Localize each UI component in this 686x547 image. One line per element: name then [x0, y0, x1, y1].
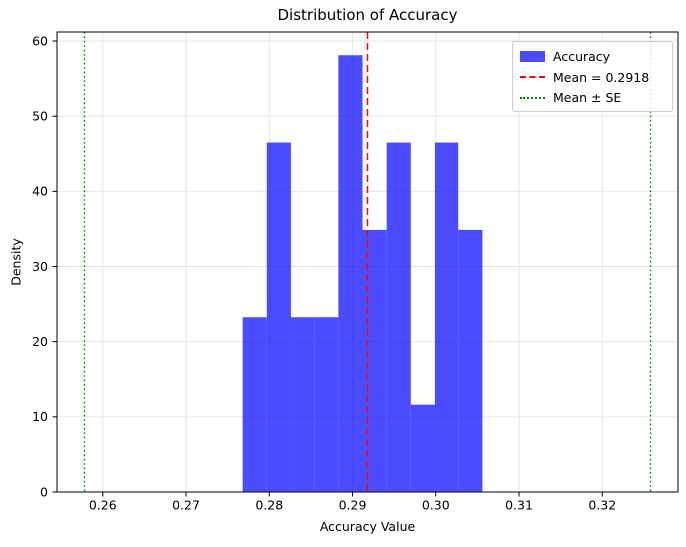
y-tick-label: 20	[32, 334, 48, 349]
y-tick-label: 0	[40, 484, 48, 499]
histogram-bar	[266, 142, 291, 492]
legend-dotted-line-icon	[520, 96, 545, 99]
y-tick-label: 50	[32, 108, 48, 123]
histogram-bar	[434, 142, 459, 492]
x-tick-label: 0.28	[255, 498, 283, 513]
y-tick-label: 30	[32, 259, 48, 274]
histogram-bar	[242, 317, 267, 492]
axes-spines	[56, 31, 679, 493]
histogram-bar	[362, 229, 387, 493]
legend-label-mean-se: Mean ± SE	[553, 90, 622, 105]
x-tick-label: 0.32	[588, 498, 616, 513]
y-tick-label: 40	[32, 184, 48, 199]
legend-patch-icon	[520, 51, 545, 62]
y-axis-label: Density	[8, 238, 24, 286]
y-tick-label: 60	[32, 33, 48, 48]
y-tick-label: 10	[32, 409, 48, 424]
histogram-bar	[290, 317, 315, 492]
legend: Accuracy Mean = 0.2918 Mean ± SE	[512, 41, 673, 112]
x-axis-label: Accuracy Value	[319, 519, 416, 534]
histogram-bar	[386, 142, 411, 492]
legend-item-mean: Mean = 0.2918	[520, 68, 665, 87]
histogram-bar	[314, 317, 339, 492]
x-tick-label: 0.29	[339, 498, 367, 513]
legend-label-mean: Mean = 0.2918	[553, 69, 650, 85]
histogram-bar	[338, 55, 363, 492]
legend-item-accuracy: Accuracy	[520, 47, 665, 66]
x-tick-label: 0.26	[89, 498, 117, 513]
histogram-bar	[458, 229, 483, 493]
chart-title: Distribution of Accuracy	[277, 6, 458, 24]
legend-item-mean-se: Mean ± SE	[520, 88, 665, 107]
x-tick-label: 0.30	[422, 498, 450, 513]
legend-label-accuracy: Accuracy	[553, 49, 611, 64]
histogram-bar	[410, 404, 435, 492]
x-tick-label: 0.27	[172, 498, 200, 513]
x-tick-label: 0.31	[505, 498, 533, 513]
legend-dashed-line-icon	[520, 76, 545, 78]
